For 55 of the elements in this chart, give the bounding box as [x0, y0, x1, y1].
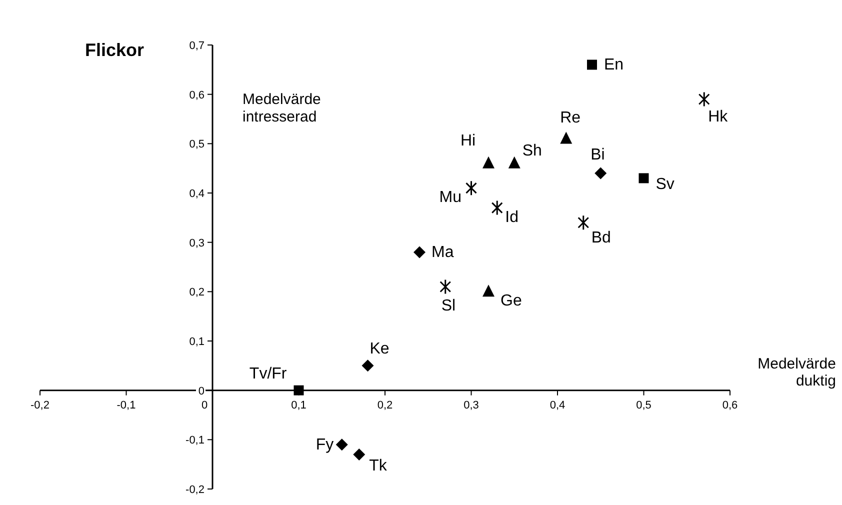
annotation: Hk — [708, 108, 729, 126]
annotation: Sv — [656, 176, 674, 194]
annotation: En — [604, 56, 624, 74]
annotation: Tk — [369, 457, 388, 474]
x-tick-label: 0,2 — [377, 399, 393, 412]
x-tick-label: -0,1 — [116, 399, 136, 412]
annotation: Id — [505, 208, 518, 226]
point — [594, 167, 607, 180]
y-tick-label: -0,1 — [186, 434, 204, 447]
point — [336, 438, 348, 451]
y-tick-label: 0,7 — [189, 40, 204, 52]
annotation: Mu — [439, 189, 462, 206]
point — [362, 360, 374, 372]
y-tick-label: -0,2 — [186, 484, 204, 496]
point — [638, 173, 649, 184]
point — [560, 132, 572, 144]
y-tick-label: 0 — [198, 385, 204, 398]
x-tick-label: 0,6 — [722, 399, 738, 412]
annotation: Fy — [316, 436, 334, 454]
point — [353, 448, 366, 460]
y-tick-label: 0,5 — [189, 138, 204, 151]
x-axis-title: Medelvärde duktig — [758, 355, 836, 390]
x-tick-label: -0,2 — [30, 399, 50, 412]
point — [482, 156, 494, 168]
point — [491, 200, 503, 216]
annotation: Sl — [441, 298, 456, 315]
y-tick-label: 0,6 — [189, 89, 204, 102]
annotation: Tv/Fr — [249, 365, 288, 382]
y-tick-label: 0,3 — [189, 237, 204, 250]
y-axis-title: Medelvärde intresserad — [242, 91, 321, 126]
point — [698, 92, 710, 108]
x-tick-label: 0,5 — [636, 399, 652, 412]
annotation: Re — [560, 110, 581, 127]
annotation: Ke — [370, 340, 390, 358]
point — [578, 214, 590, 230]
point — [482, 284, 494, 297]
x-tick-label: 0,4 — [550, 399, 566, 412]
annotation: Bi — [590, 146, 605, 164]
chart-title: Flickor — [85, 40, 144, 60]
annotation: Hi — [460, 132, 476, 150]
annotation: Bd — [591, 230, 611, 247]
y-tick-label: 0,2 — [189, 286, 204, 299]
y-tick-label: 0,1 — [189, 336, 204, 348]
annotation: Sh — [522, 142, 542, 160]
y-tick-label: 0,4 — [189, 188, 204, 200]
point — [508, 156, 520, 168]
x-tick-label: 0,1 — [291, 399, 306, 412]
point — [466, 180, 477, 196]
x-tick-label: 0,3 — [464, 399, 479, 412]
annotation: Ma — [432, 244, 454, 262]
point — [294, 385, 304, 396]
point — [587, 60, 597, 70]
point — [440, 278, 452, 294]
point — [414, 246, 426, 258]
annotation: Ge — [500, 292, 522, 310]
